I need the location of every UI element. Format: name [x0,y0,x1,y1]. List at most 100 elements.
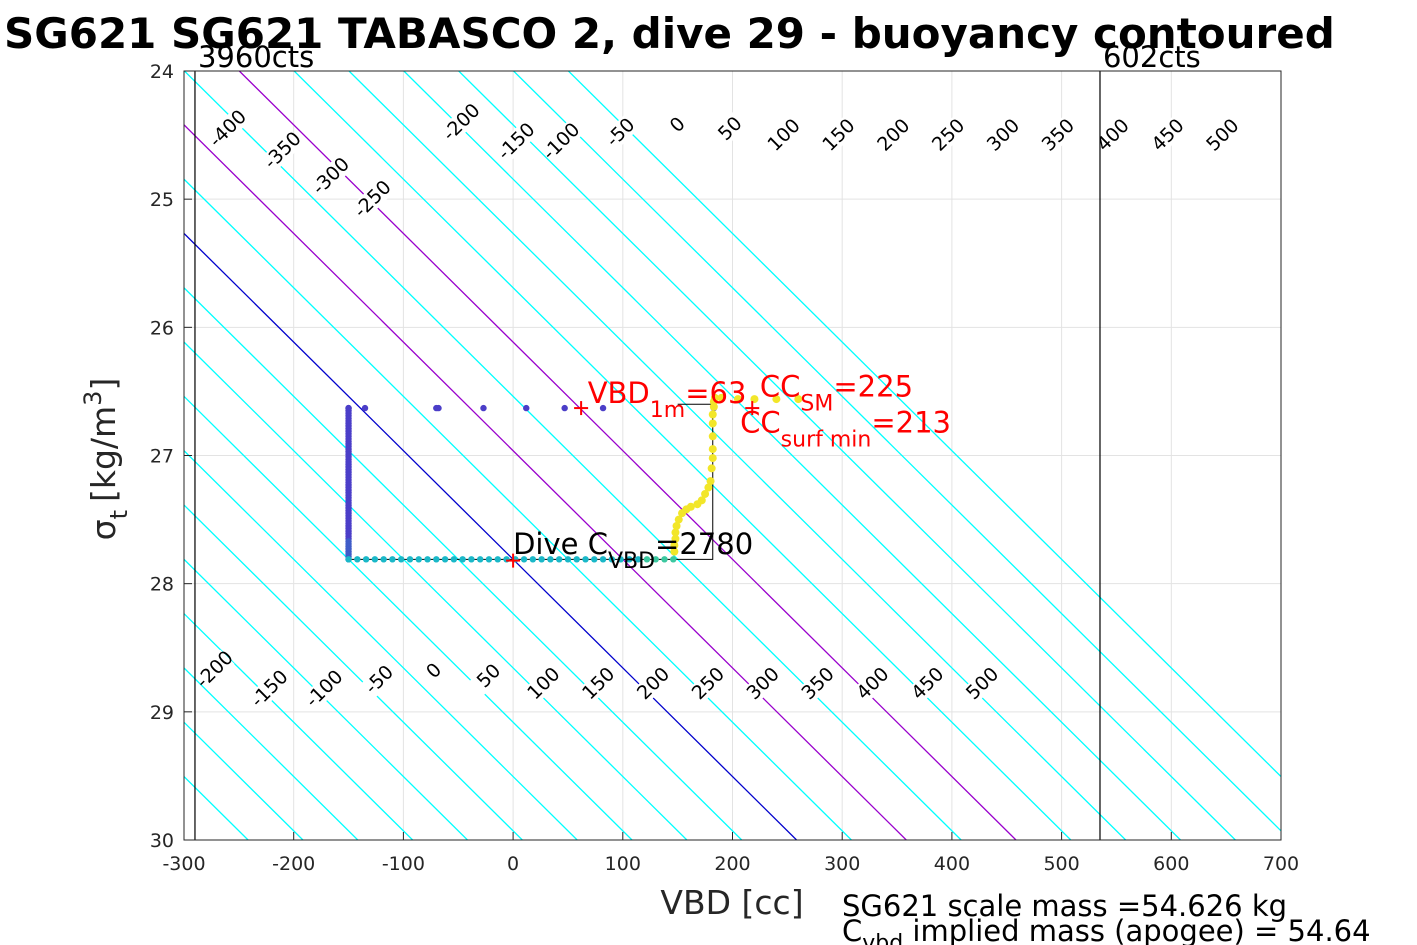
contour-label-bg [983,115,1024,155]
contour-line [293,71,1072,840]
contour-label: 300 [743,663,784,704]
vbd-limit-label: 3960cts [198,40,314,74]
y-tick-label: 28 [150,574,174,596]
contour-label-bg [633,663,674,704]
cc-sm-annotation: CCSM=225 [760,370,913,417]
contour-line [458,71,1236,840]
bottom-point [494,556,501,563]
x-tick-label: -200 [272,853,315,875]
contour-label: 300 [983,115,1024,156]
buoyancy-contours [184,71,1281,840]
contour-label-bg [414,651,454,691]
contour-label-bg [441,102,482,143]
dive-cvbd-annotation: Dive CVBD=2780 [513,527,753,574]
x-tick-label: -100 [382,853,425,875]
ascent-point [708,432,717,441]
contour-line [513,71,1281,832]
contour-line [184,123,907,840]
contour-label: 400 [1093,115,1134,156]
contour-label: 350 [797,663,838,704]
ascent-point [710,393,719,402]
contour-label-bg [523,663,564,704]
bottom-point [424,556,431,563]
y-tick-label: 25 [150,189,174,211]
vbd-1m-annotation: VBD1m=63 [588,376,747,423]
cc-surf-min-annotation: CCsurf min=213 [740,405,951,452]
contour-label: 100 [523,663,564,704]
contour-label: -350 [260,127,306,173]
contour-label: -150 [247,666,293,712]
bottom-point [626,556,633,563]
footer-implied-mass-main: C [842,914,862,945]
ascent-point [708,454,717,463]
bottom-point [670,556,677,563]
surface-point [717,393,726,402]
surface-point [772,395,781,404]
contour-line [567,71,1281,778]
contour-label-bg [249,668,290,709]
cc-sm-annotation-main: CC [760,370,801,404]
contour-line [184,232,798,840]
x-tick-label: 700 [1263,853,1299,875]
contour-line [184,558,468,840]
surface-point [794,395,803,404]
contour-label: 500 [962,663,1003,704]
contour-label: 500 [1202,115,1243,156]
x-tick-label: -300 [162,853,205,875]
dive-points [345,393,803,563]
descent-point [599,404,607,412]
surface-point [733,395,742,404]
descent-point [435,404,442,412]
contour-label-bg [311,156,351,196]
contour-label-bg [541,121,582,162]
x-tick-label: 600 [1153,853,1189,875]
contour-label-bg [819,115,859,155]
bottom-point [617,556,624,563]
footer-scale-mass: SG621 scale mass =54.626 kg [842,889,1287,923]
footer-implied-mass-rest: implied mass (apogee) = 54.64 [903,914,1370,945]
bottom-point [415,556,422,563]
bottom-point [468,556,475,563]
y-tick-label: 29 [150,702,174,724]
contour-label-bg [208,108,248,149]
contour-line [184,395,633,840]
contour-label: 200 [873,115,914,156]
bottom-point [354,556,361,563]
bottom-point [433,556,440,563]
contour-label: -100 [538,119,584,165]
x-tick-label: 400 [934,853,970,875]
bottom-point [634,556,642,563]
contour-label-bg [743,663,784,704]
contour-label-bg [853,663,893,704]
contour-label: -100 [301,666,347,712]
contour-label: 350 [1038,115,1079,156]
x-axis-label: VBD [cc] [660,883,803,922]
bottom-point [643,556,651,563]
contour-line [348,71,1127,840]
cc-surf-min-annotation-main: CC [740,405,781,439]
contour-label-bg [1038,115,1079,155]
contour-label-bg [194,649,235,690]
ascent-point [708,419,717,428]
contour-label-bg [496,121,537,162]
contour-line [184,178,852,840]
dive-cvbd-annotation-sub: VBD [608,549,655,574]
bottom-point [362,556,370,563]
cc-sm-annotation-sub: SM [800,392,833,417]
contour-line [184,341,688,840]
y-tick-label: 27 [150,446,174,468]
contour-label-bg [710,108,751,149]
y-axis-label-unit: [kg/m [84,406,123,502]
contour-label-bg [764,115,804,155]
bottom-point [441,556,449,563]
vbd-limit-lines: 3960cts 602cts [194,40,1201,840]
cc-sm-annotation-value: =225 [833,370,913,404]
contour-label: 450 [1147,115,1188,156]
bottom-point [599,556,607,563]
ascent-point [671,534,680,543]
ascent-point [672,521,681,530]
contour-label: -400 [205,106,251,152]
bottom-point [406,556,414,563]
vbd-1m-annotation-main: VBD [588,376,650,410]
y-axis-label-symbol: σ [84,519,123,540]
